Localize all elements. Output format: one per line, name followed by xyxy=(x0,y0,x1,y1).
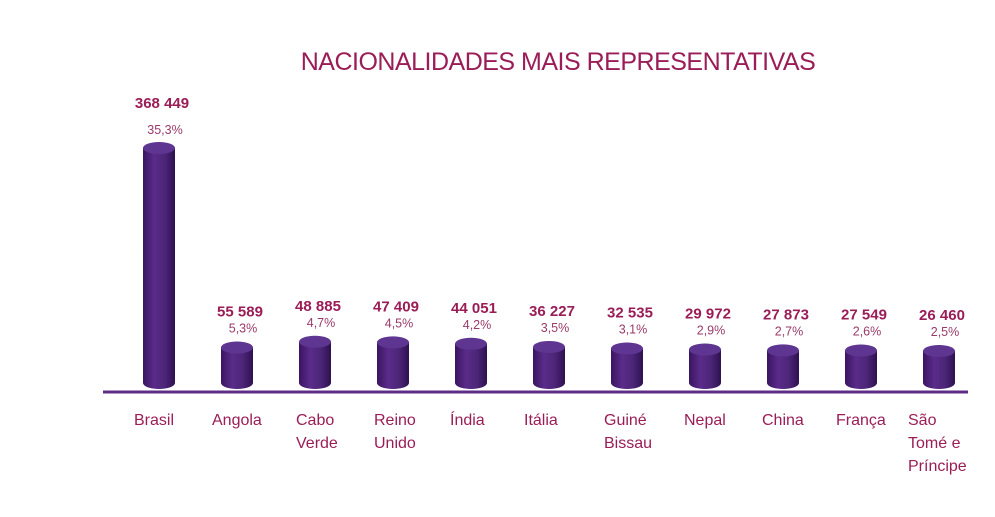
bar-body xyxy=(845,350,877,389)
value-label: 48 885 xyxy=(295,298,341,315)
percent-label: 3,1% xyxy=(619,322,648,336)
bar-10 xyxy=(845,344,877,389)
bar-3 xyxy=(299,335,331,389)
bar-top xyxy=(143,142,175,154)
bar-1 xyxy=(143,142,175,389)
value-label: 47 409 xyxy=(373,298,419,315)
bar-6 xyxy=(533,340,565,389)
bar-top xyxy=(923,345,955,357)
bar-top xyxy=(611,342,643,355)
bar-body xyxy=(689,349,721,389)
bar-top xyxy=(845,344,877,357)
percent-label: 2,9% xyxy=(697,324,726,338)
category-label: Reino Unido xyxy=(374,412,416,452)
percent-label: 4,7% xyxy=(307,316,336,330)
percent-label: 5,3% xyxy=(229,322,258,336)
bar-7 xyxy=(611,342,643,389)
category-label: Cabo Verde xyxy=(296,412,338,452)
percent-label: 3,5% xyxy=(541,321,570,335)
value-label: 44 051 xyxy=(451,300,497,317)
bar-2 xyxy=(221,341,253,389)
value-label: 36 227 xyxy=(529,303,575,320)
value-label: 29 972 xyxy=(685,306,731,323)
bar-top xyxy=(689,343,721,356)
bar-body xyxy=(767,350,799,389)
category-label: Guiné Bissau xyxy=(604,412,652,452)
percent-label: 2,5% xyxy=(931,325,960,339)
bar-body xyxy=(455,343,487,389)
bar-top xyxy=(377,336,409,349)
percent-label: 4,5% xyxy=(385,316,414,330)
bar-11 xyxy=(923,345,955,389)
bar-body xyxy=(923,351,955,389)
bar-body xyxy=(533,346,565,389)
chart-title: NACIONALIDADES MAIS REPRESENTATIVAS xyxy=(301,48,816,76)
bar-top xyxy=(299,335,331,348)
bar-body xyxy=(611,348,643,389)
percent-label: 4,2% xyxy=(463,318,492,332)
bar-9 xyxy=(767,344,799,389)
category-label: Nepal xyxy=(684,412,726,429)
value-label: 27 873 xyxy=(763,306,809,323)
category-label: Índia xyxy=(450,410,485,429)
bar-top xyxy=(455,337,487,350)
category-label: China xyxy=(762,412,804,429)
bar-body xyxy=(299,341,331,389)
value-label: 32 535 xyxy=(607,304,653,321)
category-label: São Tomé e Príncipe xyxy=(908,412,967,475)
bar-top xyxy=(767,344,799,357)
category-label: Itália xyxy=(524,412,558,429)
value-label: 55 589 xyxy=(217,304,263,321)
bar-8 xyxy=(689,343,721,389)
category-label: França xyxy=(836,412,886,429)
bar-top xyxy=(221,341,253,354)
percent-label: 2,7% xyxy=(775,324,804,338)
bar-body xyxy=(143,148,175,389)
bar-top xyxy=(533,340,565,353)
value-label: 26 460 xyxy=(919,307,965,324)
value-label: 368 449 xyxy=(135,95,189,112)
bar-5 xyxy=(455,337,487,389)
category-label: Angola xyxy=(212,412,262,429)
bar-4 xyxy=(377,336,409,389)
percent-label: 2,6% xyxy=(853,325,882,339)
category-label: Brasil xyxy=(134,412,174,429)
percent-label: 35,3% xyxy=(147,123,182,137)
bar-body xyxy=(221,347,253,389)
bar-body xyxy=(377,342,409,389)
value-label: 27 549 xyxy=(841,307,887,324)
